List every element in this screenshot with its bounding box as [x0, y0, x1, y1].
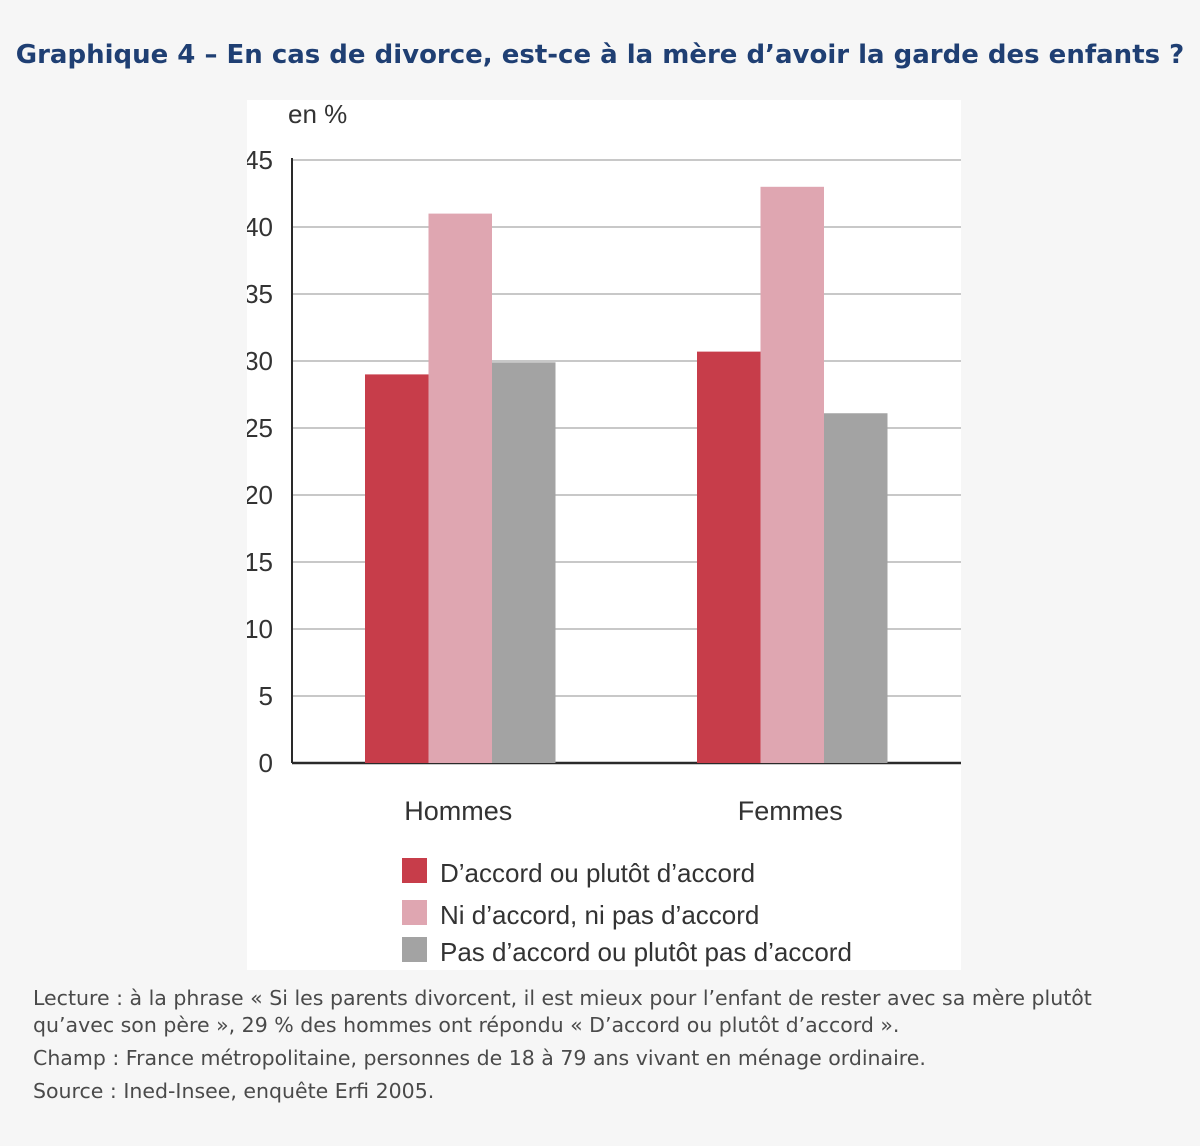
- x-category-label: Hommes: [404, 796, 512, 826]
- bar: [492, 362, 556, 763]
- y-tick-label: 15: [247, 547, 273, 577]
- lecture-note: Lecture : à la phrase « Si les parents d…: [33, 986, 1092, 1038]
- y-tick-label: 35: [247, 279, 273, 309]
- chart-title: Graphique 4 – En cas de divorce, est-ce …: [15, 40, 1185, 70]
- legend-label: Pas d’accord ou plutôt pas d’accord: [440, 937, 852, 967]
- bar: [428, 213, 492, 764]
- champ-note: Champ : France métropolitaine, personnes…: [33, 1046, 926, 1071]
- y-tick-label: 20: [247, 480, 273, 510]
- bar: [365, 374, 429, 763]
- source-note: Source : Ined-Insee, enquête Erfi 2005.: [33, 1079, 435, 1104]
- bar: [824, 413, 888, 763]
- y-tick-label: 45: [247, 145, 273, 175]
- y-tick-label: 30: [247, 346, 273, 376]
- y-tick-label: 0: [259, 748, 273, 778]
- y-tick-label: 5: [259, 681, 273, 711]
- bar: [760, 186, 824, 764]
- legend-label: Ni d’accord, ni pas d’accord: [440, 900, 759, 930]
- bar: [697, 351, 761, 763]
- bar-chart: en % 0 5 10 15 20 25 30 35 40 45 Hommes Femmes D’acc…: [247, 100, 961, 967]
- y-tick-label: 25: [247, 413, 273, 443]
- x-category-label: Femmes: [738, 796, 843, 826]
- y-tick-label: 40: [247, 212, 273, 242]
- chart-notes: Lecture : à la phrase « Si les parents d…: [33, 985, 1173, 1111]
- chart-figure: en % 0 5 10 15 20 25 30 35 40 45 Hommes Femmes D’acc…: [247, 100, 961, 970]
- y-tick-label: 10: [247, 614, 273, 644]
- y-unit-label: en %: [288, 100, 347, 129]
- legend-swatch: [402, 937, 427, 962]
- legend-swatch: [402, 858, 427, 883]
- legend-label: D’accord ou plutôt d’accord: [440, 858, 755, 888]
- legend-swatch: [402, 900, 427, 925]
